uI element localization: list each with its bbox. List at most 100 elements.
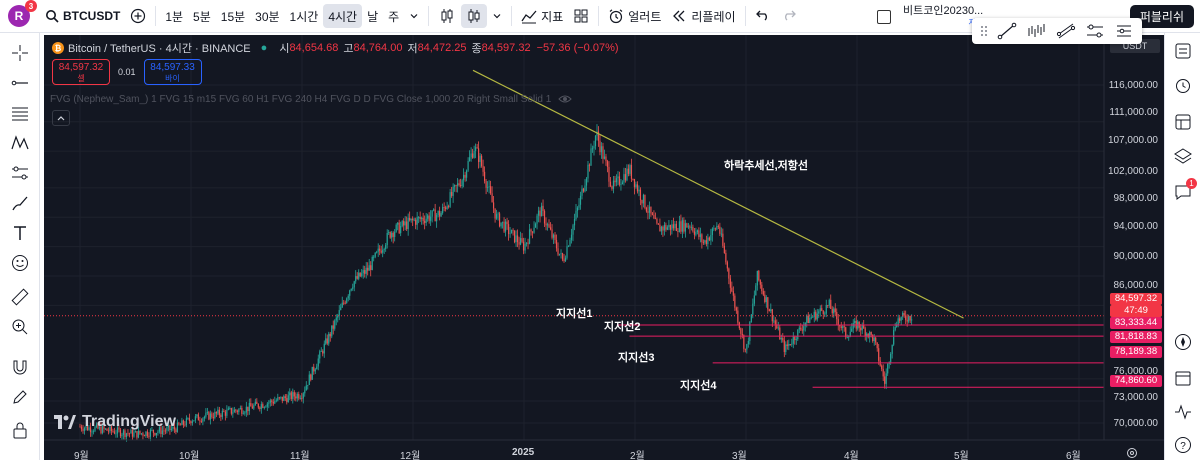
candle-body xyxy=(659,224,661,232)
prediction-tool[interactable] xyxy=(8,161,32,185)
trendline-icon[interactable] xyxy=(997,22,1017,40)
downtrend-resistance-line[interactable] xyxy=(472,69,964,319)
candle-body xyxy=(572,225,574,235)
drag-handle-icon[interactable] xyxy=(980,24,988,38)
adjust-icon[interactable] xyxy=(1085,22,1105,40)
indicators-button[interactable]: 지표 xyxy=(516,0,568,33)
support1-annotation[interactable]: 지지선1 xyxy=(556,308,593,320)
ruler-tool[interactable] xyxy=(8,285,32,309)
ideas-button[interactable] xyxy=(1171,330,1195,354)
candle-body xyxy=(725,253,727,263)
candle-body xyxy=(359,272,361,277)
countdown-tag: 47:49 xyxy=(1110,305,1162,317)
candle-body xyxy=(268,402,270,404)
candle-body xyxy=(551,229,553,238)
eye-icon[interactable] xyxy=(558,94,572,104)
chart-pane[interactable]: ₿ Bitcoin / TetherUS · 4시간 · BINANCE ● 시… xyxy=(44,35,1164,460)
trendline-tool[interactable] xyxy=(8,71,32,95)
publish-button[interactable]: 퍼블리쉬 xyxy=(1129,5,1194,28)
tf-week[interactable]: 주 xyxy=(388,9,400,24)
tf-5m[interactable]: 5분 xyxy=(193,9,211,24)
candle-body xyxy=(588,164,591,166)
candle-body xyxy=(638,189,640,192)
templates-button[interactable] xyxy=(568,0,594,33)
time-axis-label: 9월 xyxy=(74,451,89,460)
workspace-selector[interactable]: 비트코인20230... 저장 xyxy=(877,4,983,30)
support3-annotation[interactable]: 지지선3 xyxy=(618,352,655,364)
symbol-search[interactable]: BTCUSDT xyxy=(40,0,125,33)
chat-button[interactable]: 1 xyxy=(1171,178,1197,204)
watchlist-button[interactable] xyxy=(1171,39,1195,63)
fvg-indicator-legend[interactable]: FVG (Nephew_Sam_) 1 FVG 15 m15 FVG 60 H1… xyxy=(50,94,572,105)
pattern-tool[interactable] xyxy=(8,131,32,155)
magnet-tool[interactable] xyxy=(8,355,32,379)
undo-button[interactable] xyxy=(750,0,776,33)
object-tree-button[interactable] xyxy=(1171,110,1195,134)
lock-drawings-tool[interactable] xyxy=(8,385,32,409)
help-button[interactable]: ? xyxy=(1171,433,1195,457)
channel-icon[interactable] xyxy=(1056,22,1076,40)
support2-annotation[interactable]: 지지선2 xyxy=(604,321,641,333)
candle-body xyxy=(782,338,784,341)
emoji-tool[interactable] xyxy=(8,251,32,275)
calendar-button[interactable] xyxy=(1171,366,1195,390)
candle-body xyxy=(812,316,814,318)
candle-body xyxy=(749,322,751,342)
redo-icon xyxy=(784,10,796,21)
candle-body xyxy=(143,435,146,437)
lock-tool[interactable] xyxy=(8,418,32,442)
candle-body xyxy=(603,156,606,159)
alerts-button[interactable] xyxy=(1171,73,1195,97)
fib-tool[interactable] xyxy=(8,101,32,125)
candle-body xyxy=(806,315,808,323)
text-tool[interactable] xyxy=(8,221,32,245)
candle-type-button[interactable] xyxy=(461,4,488,28)
replay-button[interactable]: 리플레이 xyxy=(666,0,740,33)
candle-body xyxy=(657,223,660,225)
candle-body xyxy=(79,426,81,428)
candle-body xyxy=(361,273,363,277)
candle-body xyxy=(762,291,764,295)
price-chart[interactable] xyxy=(44,35,1164,460)
symbol-name: BTCUSDT xyxy=(63,9,121,23)
tf-15m[interactable]: 15분 xyxy=(220,9,246,24)
candle-body xyxy=(137,430,140,438)
redo-button[interactable] xyxy=(776,0,802,33)
object-tree-icon[interactable] xyxy=(1114,22,1134,40)
tf-4h[interactable]: 4시간 xyxy=(323,4,363,28)
layers-button[interactable] xyxy=(1171,144,1195,168)
tf-1h[interactable]: 1시간 xyxy=(289,9,319,24)
tf-day[interactable]: 날 xyxy=(367,9,379,24)
timeframe-dropdown[interactable] xyxy=(404,0,424,33)
buy-button[interactable]: 84,597.33 바이 xyxy=(143,59,202,85)
alert-button[interactable]: 얼러트 xyxy=(603,0,666,33)
trading-panel-button[interactable] xyxy=(1171,400,1195,424)
sell-button[interactable]: 84,597.32 셀 xyxy=(52,59,110,85)
time-axis-label: 2월 xyxy=(630,451,645,460)
brush-tool[interactable] xyxy=(8,191,32,215)
workspace-checkbox[interactable] xyxy=(877,10,891,24)
zoom-tool[interactable] xyxy=(8,315,32,339)
bars-pattern-icon[interactable] xyxy=(1026,22,1048,40)
trendline-annotation[interactable]: 하락추세선,저항선 xyxy=(724,160,809,172)
user-avatar[interactable]: R 3 xyxy=(8,0,37,27)
time-axis-label: 10월 xyxy=(179,451,200,460)
tf-1m[interactable]: 1분 xyxy=(165,9,184,24)
compare-symbol-button[interactable] xyxy=(125,0,151,33)
candle-body xyxy=(549,227,552,230)
candle-body xyxy=(232,412,234,414)
bar-style-button[interactable] xyxy=(433,0,461,33)
chart-settings-button[interactable] xyxy=(1126,447,1138,460)
candle-body xyxy=(573,219,576,226)
chevron-down-icon xyxy=(493,14,501,19)
crosshair-tool[interactable] xyxy=(8,41,32,65)
tf-30m[interactable]: 30분 xyxy=(255,9,280,24)
candle-body xyxy=(690,226,692,228)
collapse-legend-button[interactable] xyxy=(52,110,70,126)
candle-body xyxy=(833,308,835,314)
alarm-clock-icon xyxy=(1176,79,1190,93)
support4-annotation[interactable]: 지지선4 xyxy=(680,380,717,392)
candle-body xyxy=(839,325,841,327)
candle-body xyxy=(794,336,796,341)
chart-type-dropdown[interactable] xyxy=(487,0,507,33)
